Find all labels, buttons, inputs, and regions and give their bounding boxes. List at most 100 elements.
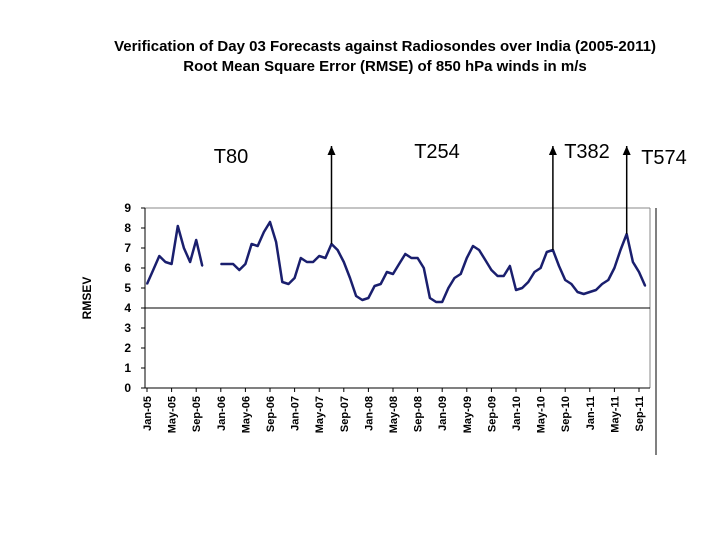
data-point — [570, 283, 573, 285]
x-tick-label: May-08 — [388, 396, 400, 433]
y-tick-label: 9 — [124, 201, 131, 215]
data-point — [158, 255, 161, 257]
data-point — [170, 263, 173, 265]
data-point — [619, 249, 622, 251]
data-point — [244, 263, 247, 265]
x-tick-label: Sep-08 — [413, 396, 425, 432]
data-point — [576, 291, 579, 293]
data-point — [263, 231, 265, 233]
y-tick-label: 7 — [124, 241, 131, 255]
x-tick-label: May-09 — [462, 396, 474, 433]
data-point — [256, 245, 259, 247]
data-point — [453, 277, 456, 279]
data-point — [527, 281, 530, 283]
data-point — [447, 287, 450, 289]
arrowhead-t382 — [548, 146, 557, 155]
x-tick-label: Sep-09 — [486, 396, 498, 432]
data-point — [416, 257, 419, 259]
data-point — [300, 257, 302, 259]
rmse-series-line-1 — [145, 224, 204, 285]
arrowhead-t254 — [327, 146, 336, 155]
data-point — [466, 257, 468, 259]
y-tick-label: 5 — [124, 281, 131, 295]
x-tick-label: Jan-09 — [437, 396, 449, 431]
y-tick-label: 6 — [124, 261, 131, 275]
data-point — [404, 253, 407, 255]
y-tick-label: 4 — [124, 301, 131, 315]
data-point — [632, 261, 634, 263]
data-point — [589, 291, 591, 293]
model-label-t382: T382 — [564, 141, 610, 163]
data-point — [478, 249, 480, 251]
y-tick-label: 0 — [124, 381, 131, 395]
data-point — [386, 271, 388, 273]
data-point — [410, 257, 413, 259]
data-point — [429, 297, 431, 299]
x-tick-label: Sep-07 — [339, 396, 351, 432]
data-point — [343, 261, 345, 263]
data-point — [509, 265, 511, 267]
data-point — [373, 285, 376, 287]
data-point — [564, 279, 566, 281]
x-tick-label: Sep-11 — [634, 396, 646, 431]
y-tick-label: 8 — [124, 221, 131, 235]
data-point — [644, 285, 646, 287]
x-tick-label: Sep-10 — [560, 396, 572, 432]
data-point — [558, 265, 560, 267]
y-axis-label: RMSEV — [80, 277, 94, 320]
data-point — [361, 299, 364, 301]
data-point — [146, 283, 148, 285]
x-tick-label: Jan-11 — [585, 396, 597, 430]
x-tick-label: Jan-05 — [142, 396, 154, 431]
data-point — [201, 265, 204, 267]
data-point — [189, 261, 191, 263]
model-label-t574: T574 — [641, 147, 687, 169]
data-point — [601, 283, 603, 285]
data-point — [281, 281, 284, 283]
data-point — [293, 277, 296, 279]
rmse-series-line-2 — [220, 220, 647, 304]
data-point — [533, 271, 536, 273]
data-point — [250, 243, 253, 245]
data-point — [607, 279, 610, 281]
data-point — [539, 267, 542, 269]
x-tick-label: May-07 — [314, 396, 326, 433]
data-point — [398, 263, 400, 265]
data-point — [336, 249, 339, 251]
x-tick-label: Sep-06 — [265, 396, 277, 432]
y-tick-label: 1 — [124, 361, 131, 375]
x-tick-label: May-06 — [240, 396, 252, 433]
data-point — [441, 301, 444, 303]
data-point — [595, 289, 597, 291]
data-point — [379, 283, 382, 285]
y-tick-label: 3 — [124, 321, 131, 335]
data-point — [484, 259, 487, 261]
data-point — [496, 275, 499, 277]
data-point — [582, 293, 585, 295]
data-point — [324, 257, 327, 259]
x-tick-label: May-10 — [536, 396, 548, 433]
data-point — [502, 275, 505, 277]
data-point — [177, 225, 179, 227]
data-point — [238, 269, 241, 271]
model-label-t254: T254 — [414, 141, 460, 163]
chart-title-line1: Verification of Day 03 Forecasts against… — [114, 38, 656, 55]
data-point — [152, 269, 154, 271]
chart-title-line2: Root Mean Square Error (RMSE) of 850 hPa… — [183, 58, 587, 75]
data-point — [226, 263, 228, 265]
data-point — [220, 263, 222, 265]
data-point — [306, 261, 308, 263]
data-point — [349, 277, 351, 279]
model-label-t80: T80 — [214, 146, 248, 168]
data-point — [472, 245, 474, 247]
x-tick-label: Jan-07 — [290, 396, 302, 431]
data-point — [638, 271, 640, 273]
data-point — [287, 283, 290, 285]
x-tick-label: May-11 — [609, 396, 621, 433]
data-point — [269, 221, 271, 223]
data-point — [355, 295, 357, 297]
data-point — [195, 239, 197, 241]
data-point — [392, 273, 394, 275]
data-point — [232, 263, 234, 265]
